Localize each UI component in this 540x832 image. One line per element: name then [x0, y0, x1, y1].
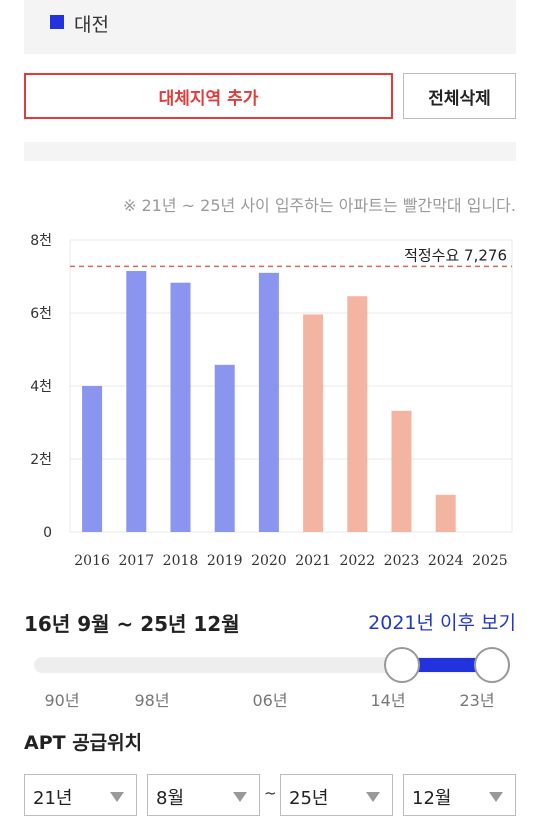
- start-year-select[interactable]: 21년: [24, 774, 137, 816]
- x-tick-label: 2018: [163, 553, 199, 569]
- y-tick-label: 0: [43, 525, 52, 541]
- year-slider-end-handle[interactable]: [474, 647, 510, 683]
- end-month-select[interactable]: 12월: [403, 774, 516, 816]
- bar-2021: [303, 314, 324, 532]
- slider-tick-label: 90년: [44, 691, 80, 710]
- supply-bar-chart: 0 2천 4천 6천 8천 2016 2017 2018 2019 2020 2021 2022 202…: [30, 233, 513, 569]
- slider-tick-label: 98년: [134, 691, 170, 710]
- slider-tick-label: 14년: [370, 691, 406, 710]
- start-month-value: 8월: [156, 788, 185, 809]
- bar-2019: [214, 364, 235, 532]
- x-tick-label: 2017: [118, 553, 154, 569]
- x-tick-label: 2019: [207, 553, 243, 569]
- bar-2024: [435, 494, 456, 532]
- x-tick-label: 2020: [251, 553, 287, 569]
- y-tick-label: 6천: [30, 306, 52, 322]
- bar-2022: [347, 296, 368, 532]
- range-separator: ~: [264, 784, 277, 802]
- bar-2018: [170, 282, 191, 532]
- x-tick-label: 2021: [295, 553, 331, 569]
- caret-down-icon: [110, 792, 124, 802]
- x-tick-label: 2023: [384, 553, 420, 569]
- caret-down-icon: [489, 792, 503, 802]
- legend-swatch: [50, 15, 64, 29]
- bar-2017: [126, 271, 147, 532]
- bar-2020: [258, 272, 279, 532]
- reference-line-label: 적정수요 7,276: [404, 246, 507, 264]
- slider-tick-label: 23년: [459, 691, 495, 710]
- x-tick-label: 2025: [472, 553, 508, 569]
- bar-2023: [391, 410, 412, 532]
- x-tick-label: 2016: [74, 553, 110, 569]
- year-slider-range: [402, 658, 492, 672]
- section-title: APT 공급위치: [24, 732, 143, 754]
- chart-note: ※ 21년 ~ 25년 사이 입주하는 아파트는 빨간막대 입니다.: [123, 196, 516, 215]
- start-year-value: 21년: [33, 788, 73, 809]
- divider-bar: [24, 142, 516, 161]
- y-tick-label: 8천: [30, 233, 52, 249]
- clear-all-button[interactable]: 전체삭제: [403, 73, 516, 119]
- end-year-select[interactable]: 25년: [280, 774, 393, 816]
- end-month-value: 12월: [412, 788, 452, 809]
- y-tick-label: 4천: [30, 379, 52, 395]
- view-after-2021-link[interactable]: 2021년 이후 보기: [368, 612, 516, 634]
- period-label: 16년 9월 ~ 25년 12월: [24, 612, 240, 636]
- legend-box: 대전: [24, 0, 516, 54]
- caret-down-icon: [233, 792, 247, 802]
- end-year-value: 25년: [289, 788, 329, 809]
- legend-label: 대전: [74, 14, 109, 36]
- bar-2016: [82, 386, 103, 532]
- slider-tick-label: 06년: [252, 691, 288, 710]
- x-tick-label: 2024: [428, 553, 464, 569]
- y-tick-label: 2천: [30, 452, 52, 468]
- add-region-button[interactable]: 대체지역 추가: [24, 73, 393, 119]
- x-tick-label: 2022: [339, 553, 375, 569]
- year-slider-start-handle[interactable]: [384, 647, 420, 683]
- caret-down-icon: [366, 792, 380, 802]
- start-month-select[interactable]: 8월: [147, 774, 260, 816]
